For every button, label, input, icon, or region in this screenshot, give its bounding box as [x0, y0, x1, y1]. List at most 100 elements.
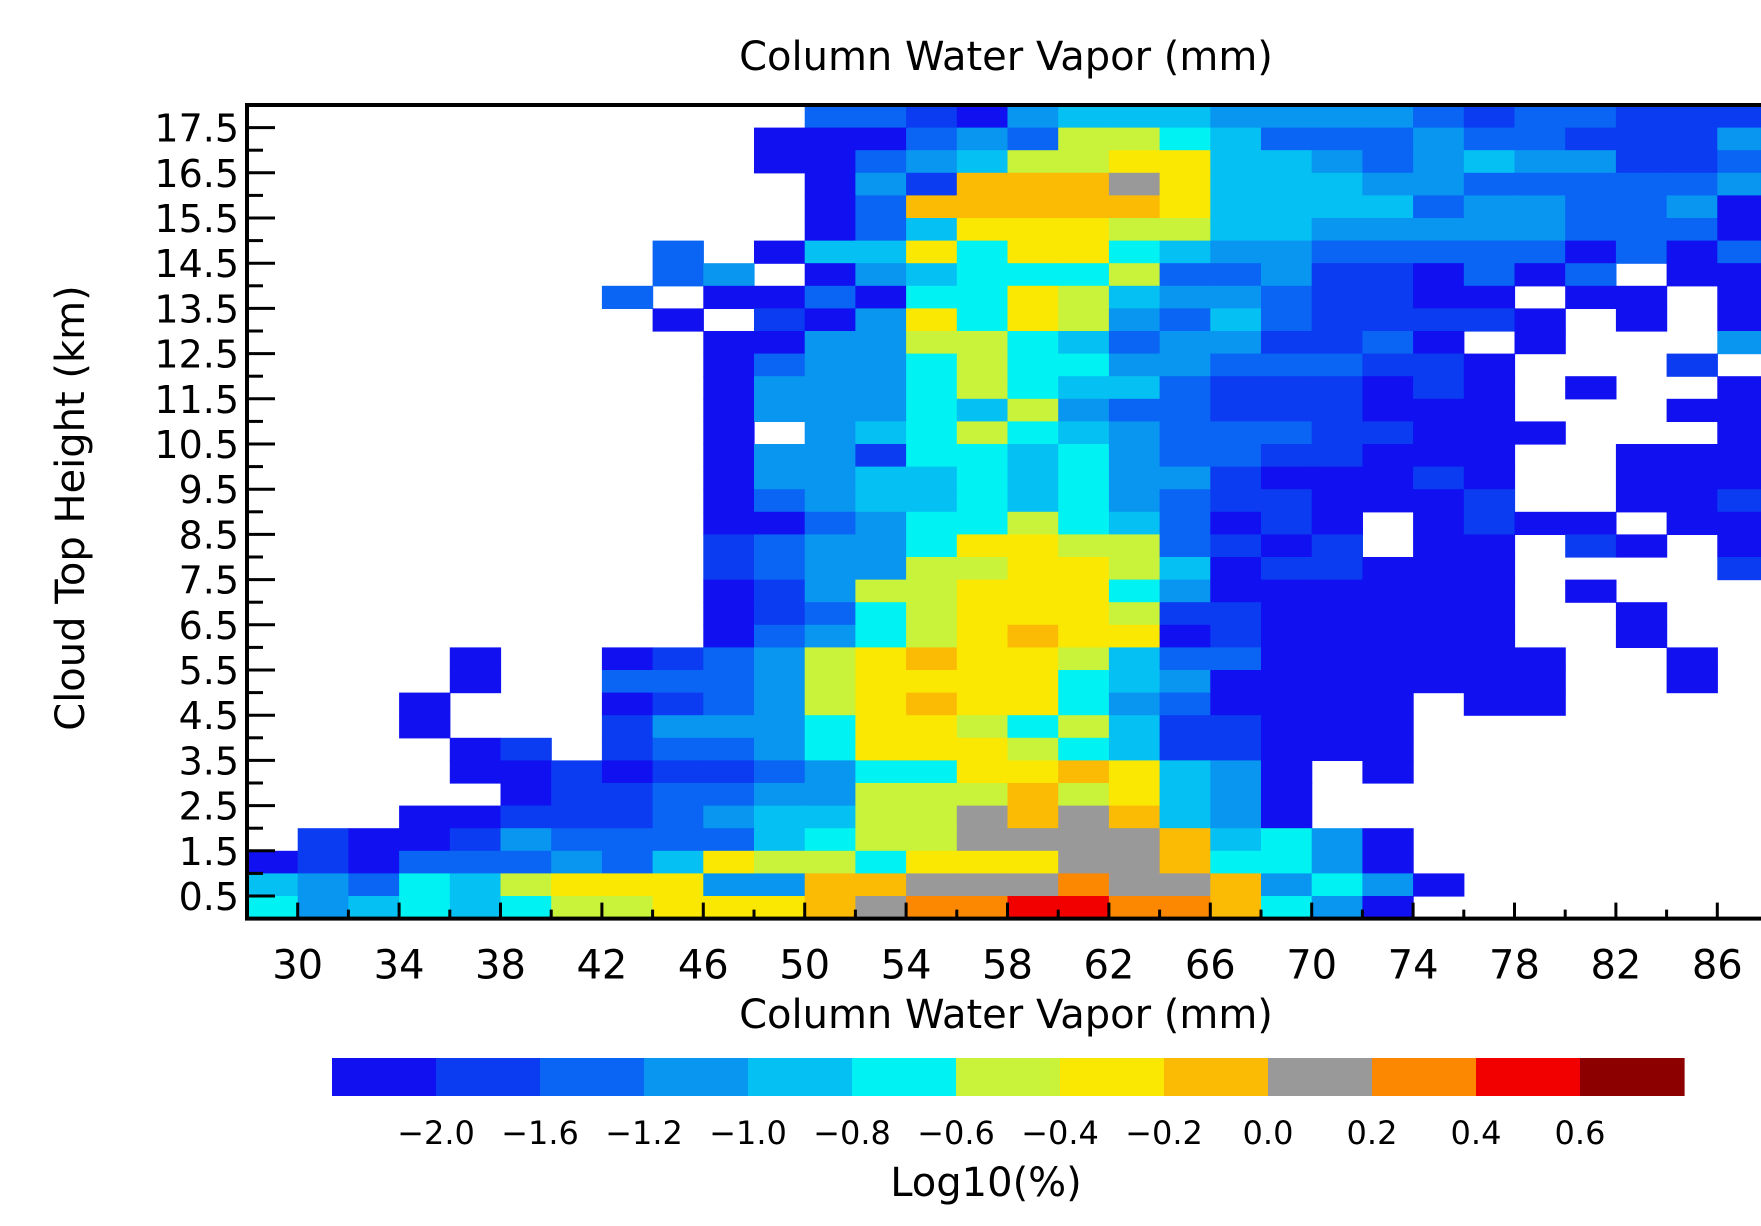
heatmap-cell-66-9.5	[1210, 466, 1262, 490]
y-tick-label: 1.5	[179, 830, 239, 874]
heatmap-cell-66-7.5	[1210, 557, 1262, 581]
heatmap-cell-76-16	[1463, 172, 1516, 196]
heatmap-cell-54-10	[906, 444, 958, 468]
heatmap-cell-68-6.5	[1261, 602, 1313, 626]
heatmap-cell-62-8	[1108, 534, 1161, 558]
heatmap-cell-80-17	[1565, 127, 1617, 151]
heatmap-cell-50-1.5	[804, 828, 856, 852]
colorbar-swatch-5	[852, 1058, 957, 1096]
heatmap-cell-68-8	[1261, 534, 1313, 558]
heatmap-cell-84-15.5	[1666, 195, 1718, 219]
heatmap-cell-52-11	[855, 398, 907, 422]
heatmap-cell-50-9	[804, 489, 856, 513]
heatmap-cell-60-2.5	[1058, 783, 1110, 807]
heatmap-cell-54-17.5	[906, 105, 958, 129]
heatmap-cell-58-15	[1007, 218, 1059, 242]
heatmap-cell-58-12	[1007, 353, 1059, 377]
heatmap-cell-48-11	[754, 398, 806, 422]
heatmap-cell-62-7	[1108, 579, 1161, 603]
heatmap-cell-62-10	[1108, 444, 1161, 468]
heatmap-cell-64-17	[1159, 127, 1211, 151]
heatmap-cell-52-13.5	[855, 285, 907, 309]
heatmap-cell-78-8.5	[1514, 511, 1566, 535]
heatmap-cell-48-16.5	[754, 150, 806, 174]
heatmap-cell-44-0	[652, 896, 704, 920]
heatmap-cell-56-8	[956, 534, 1009, 558]
colorbar-swatch-9	[1268, 1058, 1373, 1096]
heatmap-cell-50-12	[804, 353, 856, 377]
heatmap-cell-52-15.5	[855, 195, 907, 219]
heatmap-cell-68-14.5	[1261, 240, 1313, 264]
heatmap-cell-62-6.5	[1108, 602, 1161, 626]
heatmap-cell-84-16	[1666, 172, 1718, 196]
heatmap-cell-68-0.5	[1261, 873, 1313, 897]
heatmap-cell-80-16.5	[1565, 150, 1617, 174]
heatmap-cell-68-11	[1261, 398, 1313, 422]
heatmap-cell-54-13.5	[906, 285, 958, 309]
heatmap-cell-46-14	[703, 263, 755, 287]
heatmap-cell-70-11.5	[1311, 376, 1363, 400]
heatmap-cell-54-8	[906, 534, 958, 558]
heatmap-cell-46-3	[703, 760, 755, 784]
heatmap-cell-62-12	[1108, 353, 1161, 377]
colorbar-swatch-1	[436, 1058, 541, 1096]
heatmap-cell-54-5.5	[906, 647, 958, 671]
heatmap-cell-60-15.5	[1058, 195, 1110, 219]
heatmap-cell-56-0	[956, 896, 1009, 920]
heatmap-cell-68-12.5	[1261, 331, 1313, 355]
heatmap-cell-70-1.5	[1311, 828, 1363, 852]
heatmap-cell-68-17.5	[1261, 105, 1313, 129]
heatmap-cell-74-15.5	[1413, 195, 1465, 219]
heatmap-cell-70-13	[1311, 308, 1363, 332]
heatmap-cell-64-8.5	[1159, 511, 1211, 535]
heatmap-cell-60-3	[1058, 760, 1110, 784]
heatmap-cell-56-6	[956, 624, 1009, 648]
heatmap-cell-50-14.5	[804, 240, 856, 264]
heatmap-cell-82-15.5	[1615, 195, 1668, 219]
heatmap-cell-72-0	[1362, 896, 1414, 920]
heatmap-cell-64-17.5	[1159, 105, 1211, 129]
heatmap-cell-46-7.5	[703, 557, 755, 581]
heatmap-cell-70-4.5	[1311, 692, 1363, 716]
heatmap-cell-82-8	[1615, 534, 1668, 558]
heatmap-cell-66-2	[1210, 805, 1262, 829]
heatmap-cell-48-8.5	[754, 511, 806, 535]
heatmap-cell-76-14.5	[1463, 240, 1516, 264]
heatmap-cell-70-9.5	[1311, 466, 1363, 490]
heatmap-cell-64-15.5	[1159, 195, 1211, 219]
heatmap-cell-60-4	[1058, 715, 1110, 739]
heatmap-cell-68-1	[1261, 850, 1313, 874]
heatmap-cell-70-12	[1311, 353, 1363, 377]
heatmap-cell-84-10	[1666, 444, 1718, 468]
heatmap-cell-46-11	[703, 398, 755, 422]
x-tick-label: 58	[982, 943, 1033, 989]
heatmap-cell-56-10.5	[956, 421, 1009, 445]
heatmap-cell-60-4.5	[1058, 692, 1110, 716]
heatmap-cell-30-0	[297, 896, 349, 920]
heatmap-cell-76-5.5	[1463, 647, 1516, 671]
heatmap-cell-56-1	[956, 850, 1009, 874]
heatmap-cell-50-13.5	[804, 285, 856, 309]
heatmap-cell-42-5.5	[601, 647, 654, 671]
heatmap-cell-76-15.5	[1463, 195, 1516, 219]
heatmap-cell-86-13	[1717, 308, 1761, 332]
heatmap-cell-46-0	[703, 896, 755, 920]
heatmap-cell-56-10	[956, 444, 1009, 468]
heatmap-cell-46-12.5	[703, 331, 755, 355]
heatmap-cell-82-6.5	[1615, 602, 1668, 626]
heatmap-cell-60-9.5	[1058, 466, 1110, 490]
heatmap-cell-50-17.5	[804, 105, 856, 129]
heatmap-cell-66-2.5	[1210, 783, 1262, 807]
colorbar-tick-label: −0.6	[917, 1114, 995, 1152]
heatmap-cell-54-11	[906, 398, 958, 422]
heatmap-cell-68-2	[1261, 805, 1313, 829]
heatmap-cell-42-4.5	[601, 692, 654, 716]
heatmap-cell-86-8.5	[1717, 511, 1761, 535]
heatmap-cell-62-0	[1108, 896, 1161, 920]
heatmap-cell-52-3.5	[855, 737, 907, 761]
heatmap-cell-52-16	[855, 172, 907, 196]
y-tick-label: 8.5	[179, 513, 239, 557]
heatmap-cell-52-4.5	[855, 692, 907, 716]
heatmap-cell-48-7.5	[754, 557, 806, 581]
heatmap-cell-86-10	[1717, 444, 1761, 468]
